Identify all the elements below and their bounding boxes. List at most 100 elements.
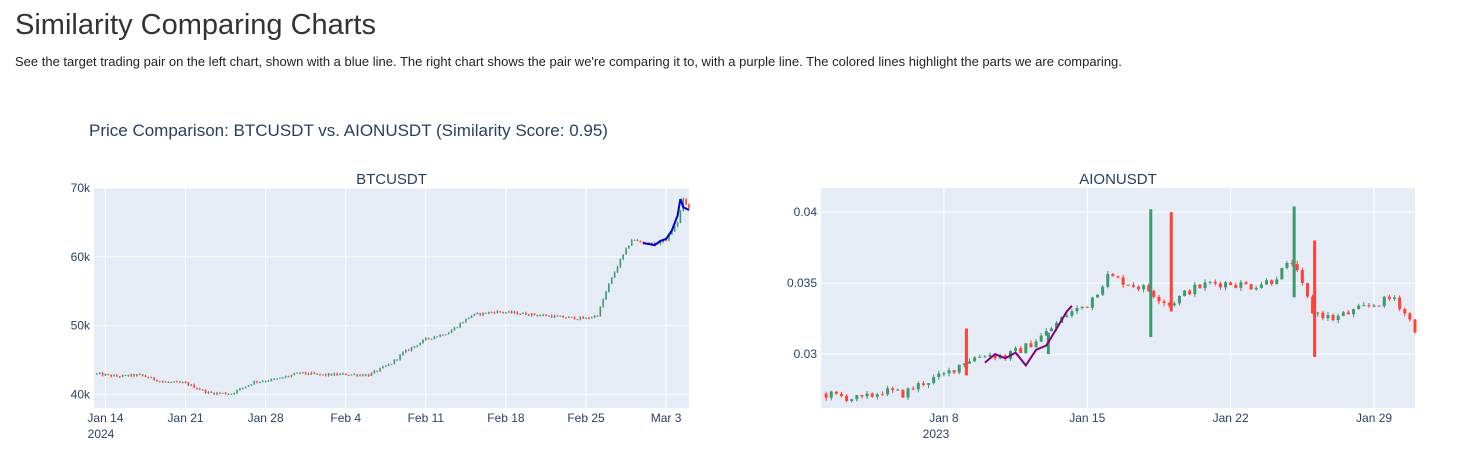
candle-body (121, 375, 124, 377)
candle-body (453, 327, 456, 331)
candle-body (284, 376, 287, 378)
candle-body (619, 259, 622, 267)
candle-body (548, 315, 550, 317)
candle-body (259, 381, 261, 383)
candle-body (347, 375, 350, 377)
candle-body (136, 374, 138, 377)
candle-body (147, 376, 150, 378)
aionusdt-highlight (984, 305, 1073, 368)
candle-body (668, 234, 670, 241)
candle-body (213, 392, 215, 395)
candle-body (932, 376, 936, 384)
candle-body (559, 315, 562, 317)
candle-body (921, 383, 925, 385)
candle-body (407, 350, 410, 352)
candle-body (373, 370, 376, 373)
candle-body (199, 388, 201, 390)
x-tick-label: Jan 28 (248, 411, 284, 425)
candle-body (1331, 314, 1335, 321)
candle-body (396, 359, 399, 361)
candle-body (510, 311, 513, 313)
candle-body (964, 328, 968, 376)
candle-body (433, 336, 436, 339)
candle-body (384, 365, 387, 367)
candle-body (150, 377, 153, 379)
candle-body (276, 378, 278, 380)
candle-body (170, 381, 173, 383)
candle-body (110, 374, 112, 377)
candle-body (1044, 331, 1048, 336)
candle-body (230, 393, 233, 395)
candle-body (593, 315, 596, 318)
candle-body (356, 374, 358, 376)
candle-body (405, 350, 407, 353)
candle-body (273, 378, 276, 380)
candle-body (476, 313, 479, 315)
candle-body (1295, 263, 1299, 271)
candle-body (639, 240, 642, 243)
candle-body (834, 391, 838, 394)
candle-body (184, 382, 187, 384)
candle-body (1172, 303, 1176, 306)
candle-body (676, 222, 679, 227)
candle-body (1034, 341, 1038, 348)
candle-body (239, 388, 241, 391)
candle-body (1224, 282, 1228, 288)
candle-body (562, 315, 564, 318)
candle-body (1090, 297, 1094, 308)
candle-body (1382, 296, 1386, 307)
candle-body (279, 377, 281, 379)
candle-body (1029, 343, 1033, 348)
candle-body (585, 317, 587, 319)
candle-body (519, 313, 522, 315)
candle-body (1096, 294, 1100, 298)
candle-body (485, 312, 487, 314)
candle-body (916, 383, 920, 390)
candle-body (116, 375, 118, 377)
candle-body (605, 291, 607, 300)
candle-body (1387, 296, 1391, 299)
candle-body (221, 392, 224, 394)
candle-body (153, 377, 155, 380)
candle-body (247, 385, 250, 387)
candle-body (988, 354, 992, 357)
candle-body (993, 354, 997, 359)
page-description: See the target trading pair on the left … (15, 54, 1122, 69)
x-tick-label: Mar 3 (651, 411, 682, 425)
candle-body (261, 381, 264, 383)
candle-body (1152, 291, 1156, 297)
candle-body (596, 315, 599, 317)
candle-body (1116, 276, 1120, 278)
candle-body (342, 373, 344, 375)
candle-body (253, 381, 255, 385)
candle-body (1292, 206, 1296, 298)
candle-body (1270, 280, 1274, 284)
candle-body (201, 389, 204, 391)
candle-body (450, 330, 453, 333)
candle-body (322, 374, 324, 376)
candle-body (880, 394, 884, 396)
candle-body (144, 375, 147, 377)
candle-body (1162, 301, 1166, 304)
candle-body (410, 347, 413, 351)
candle-body (413, 346, 416, 348)
candle-body (419, 342, 421, 346)
candle-body (553, 315, 556, 318)
candle-body (302, 371, 304, 374)
btcusdt-subplot-title: BTCUSDT (356, 171, 427, 188)
candle-body (227, 393, 230, 395)
candle-body (141, 374, 144, 376)
candle-body (196, 387, 198, 389)
candle-body (911, 388, 915, 390)
candle-body (625, 248, 627, 255)
candle-body (1300, 270, 1304, 284)
candle-body (1106, 273, 1110, 287)
figure-title: Price Comparison: BTCUSDT vs. AIONUSDT (… (89, 121, 608, 140)
candle-body (490, 312, 493, 314)
candle-body (525, 312, 527, 315)
candle-body (1239, 282, 1243, 288)
candle-body (1055, 322, 1059, 329)
btcusdt-year-label: 2024 (88, 427, 115, 441)
candle-body (104, 374, 107, 376)
candle-body (387, 364, 390, 366)
